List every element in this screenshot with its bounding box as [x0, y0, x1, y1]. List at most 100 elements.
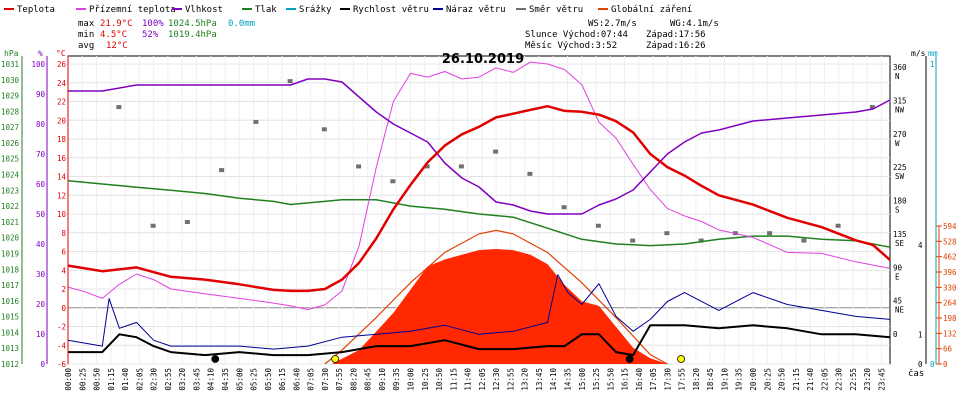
x-tick-54: 22:30: [835, 368, 844, 391]
x-tick-35: 14:35: [564, 368, 573, 391]
x-tick-8: 03:20: [178, 368, 187, 391]
x-tick-51: 21:15: [792, 368, 801, 391]
x-tick-56: 23:20: [863, 368, 872, 391]
x-tick-20: 08:20: [349, 368, 358, 391]
x-tick-25: 10:25: [421, 368, 430, 391]
degc-tick-0: -6: [57, 360, 67, 369]
x-tick-57: 23:45: [877, 368, 886, 391]
wind-dir-point-11: [493, 149, 499, 154]
x-tick-40: 16:40: [635, 368, 644, 391]
pressure-line: [67, 180, 891, 248]
ms-tick-0: 4: [918, 241, 923, 250]
rad-tick-2: 462: [943, 253, 957, 262]
degc-tick-10: 14: [57, 173, 67, 182]
degc-tick-12: 18: [57, 135, 67, 144]
x-tick-5: 02:05: [135, 368, 144, 391]
info-ws: WS:2.7m/s: [588, 19, 637, 29]
x-tick-42: 17:30: [663, 368, 672, 391]
degc-tick-5: 4: [61, 266, 66, 275]
degc-axis-label: °C: [56, 49, 66, 58]
wind-speed-line: [68, 324, 891, 357]
x-tick-46: 19:10: [721, 368, 730, 391]
legend: Teplota Přízemní teplota Vlhkost Tlak Srážky…: [4, 5, 692, 15]
wind-dir-point-19: [767, 231, 773, 236]
x-tick-48: 20:00: [749, 368, 758, 391]
ms-axis-label: m/s: [911, 49, 926, 58]
marker-0: [331, 355, 340, 363]
wind-dir-point-12: [527, 171, 533, 176]
stats-min-label: min: [78, 30, 94, 40]
hpa-tick-17: 1029: [1, 92, 19, 101]
x-tick-37: 15:25: [592, 368, 601, 391]
dir-tick-value-8: 0: [893, 330, 898, 339]
x-tick-34: 14:10: [549, 368, 558, 391]
wind-dir-point-8: [390, 179, 396, 184]
x-tick-22: 09:10: [378, 368, 387, 391]
stats-avg-temp: 12°C: [106, 41, 128, 51]
dir-tick-value-2: 270: [893, 130, 907, 139]
wind-gust-line: [67, 274, 891, 350]
x-tick-7: 02:55: [164, 368, 173, 391]
legend-label-0: Teplota: [17, 5, 55, 15]
wind-dir-point-15: [630, 238, 636, 243]
hpa-tick-11: 1023: [1, 186, 19, 195]
rad-tick-0: 594: [943, 222, 957, 231]
x-tick-13: 05:25: [250, 368, 259, 391]
stats-max-hum: 100%: [142, 19, 164, 29]
dir-tick-label-6: E: [895, 272, 900, 281]
pct-tick-10: 100: [31, 60, 45, 69]
x-tick-39: 16:15: [621, 368, 630, 391]
x-tick-50: 20:50: [778, 368, 787, 391]
x-tick-36: 15:00: [578, 368, 587, 391]
legend-label-4: Srážky: [299, 5, 332, 15]
mm-tick-0: 1: [930, 60, 935, 69]
x-tick-30: 12:30: [492, 368, 501, 391]
stats-min-hum: 52%: [142, 30, 159, 40]
rad-tick-7: 132: [943, 329, 957, 338]
hpa-tick-3: 1015: [1, 313, 19, 322]
dir-tick-label-0: N: [895, 72, 900, 81]
pct-tick-6: 60: [36, 180, 46, 189]
info-moon-rise: Měsíc Východ:3:52: [525, 41, 617, 51]
pct-axis-label: %: [38, 49, 43, 58]
legend-label-2: Vlhkost: [185, 5, 223, 15]
hpa-tick-10: 1022: [1, 202, 19, 211]
stats-max-label: max: [78, 19, 95, 29]
hpa-tick-16: 1028: [1, 107, 20, 116]
wind-dir-point-0: [116, 105, 122, 110]
hpa-tick-19: 1031: [1, 60, 19, 69]
x-tick-52: 21:40: [806, 368, 815, 391]
legend-label-5: Rychlost větru: [353, 5, 429, 15]
humidity-line: [68, 78, 891, 215]
degc-tick-2: -2: [57, 323, 66, 332]
hpa-tick-0: 1012: [1, 360, 19, 369]
dir-tick-label-4: S: [895, 206, 900, 215]
info-block: WS:2.7m/s WG:4.1m/s Slunce Východ:07:44 …: [525, 19, 719, 51]
theoretical-radiation-line: [324, 229, 668, 365]
degc-tick-6: 6: [61, 248, 66, 257]
dir-tick-label-2: W: [895, 139, 900, 148]
wind-dir-point-22: [869, 105, 875, 110]
dir-tick-value-5: 135: [893, 230, 907, 239]
x-tick-15: 06:15: [278, 368, 287, 391]
ms-tick-2: 0: [918, 360, 923, 369]
x-tick-2: 00:50: [93, 368, 102, 391]
degc-tick-7: 8: [61, 229, 66, 238]
stats-max-temp: 21.9°C: [100, 19, 133, 29]
degc-tick-4: 2: [61, 285, 66, 294]
wind-dir-point-10: [458, 164, 464, 169]
x-tick-45: 18:45: [706, 368, 715, 391]
rad-tick-4: 330: [943, 283, 957, 292]
rad-tick-6: 198: [943, 314, 957, 323]
x-tick-9: 03:45: [192, 368, 201, 391]
x-tick-31: 12:55: [506, 368, 515, 391]
sun-moon-markers: [211, 355, 685, 363]
info-moon-set: Západ:16:26: [646, 41, 706, 51]
degc-tick-9: 12: [57, 191, 66, 200]
pct-tick-3: 30: [36, 270, 46, 279]
degc-tick-1: -4: [57, 341, 67, 350]
x-tick-17: 07:05: [307, 368, 316, 391]
hpa-tick-18: 1030: [1, 76, 20, 85]
dir-tick-value-4: 180: [893, 197, 907, 206]
